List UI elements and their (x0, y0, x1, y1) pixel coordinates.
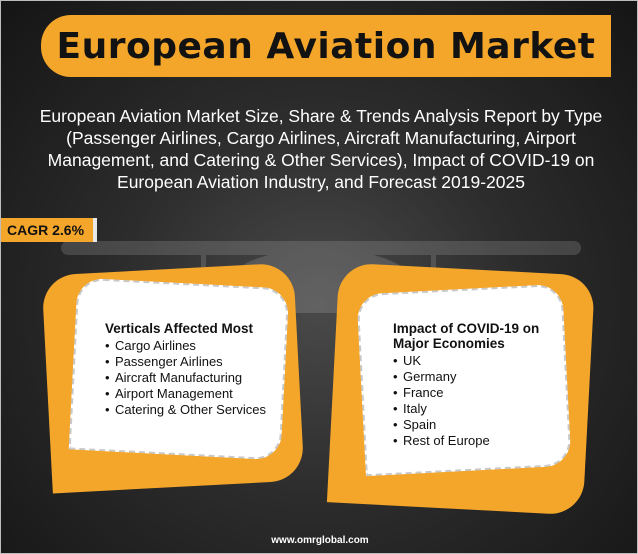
footer-url: www.omrglobal.com (271, 535, 369, 546)
right-card-content: Impact of COVID-19 on Major Economies UK… (393, 321, 553, 449)
left-card-heading: Verticals Affected Most (105, 321, 254, 336)
cagr-badge: CAGR 2.6% (1, 218, 97, 242)
right-card-heading: Impact of COVID-19 on Major Economies (393, 321, 540, 351)
title-banner: European Aviation Market (41, 15, 611, 77)
list-item: Passenger Airlines (105, 354, 275, 370)
list-item: Cargo Airlines (105, 338, 275, 354)
list-item: Italy (393, 401, 553, 417)
list-item: UK (393, 353, 553, 369)
economies-list: UK Germany France Italy Spain Rest of Eu… (393, 353, 553, 449)
left-card-content: Verticals Affected Most Cargo Airlines P… (105, 321, 275, 418)
list-item: Rest of Europe (393, 433, 553, 449)
list-item: France (393, 385, 553, 401)
list-item: Germany (393, 369, 553, 385)
page-title: European Aviation Market (56, 25, 596, 67)
list-item: Catering & Other Services (105, 402, 275, 418)
list-item: Aircraft Manufacturing (105, 370, 275, 386)
list-item: Airport Management (105, 386, 275, 402)
verticals-list: Cargo Airlines Passenger Airlines Aircra… (105, 338, 275, 418)
report-subtitle: European Aviation Market Size, Share & T… (39, 106, 603, 192)
list-item: Spain (393, 417, 553, 433)
